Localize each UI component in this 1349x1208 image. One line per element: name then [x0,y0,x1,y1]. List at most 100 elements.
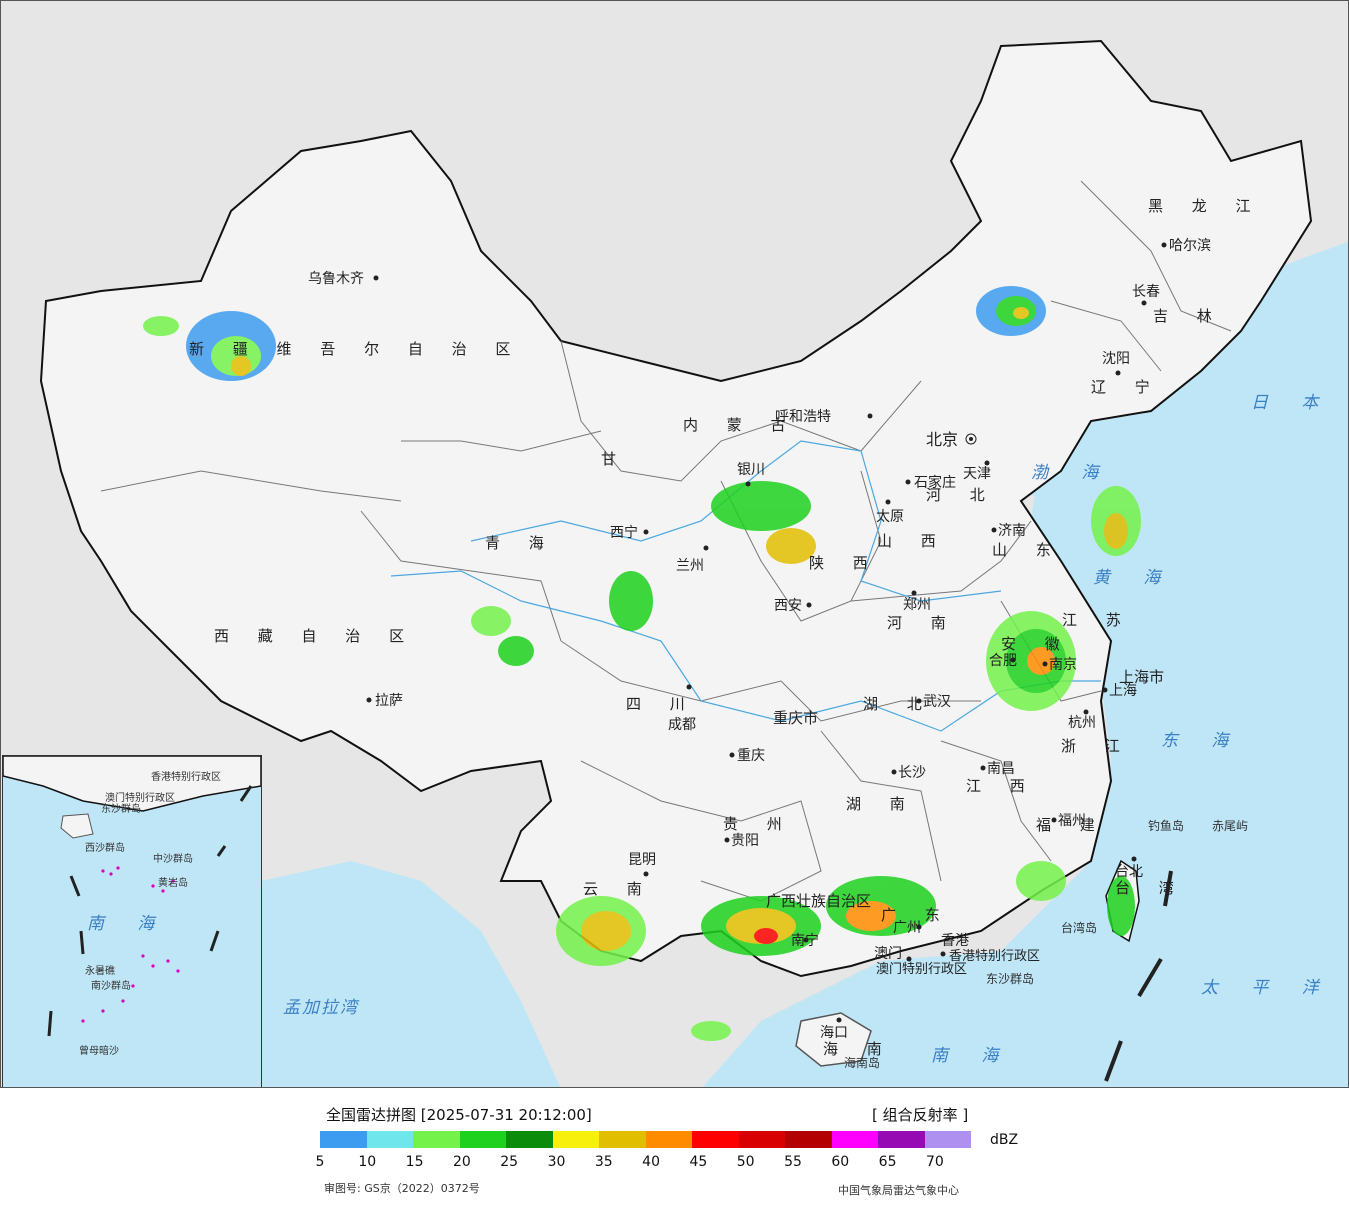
city-hohhot: 呼和浩特 [775,409,831,425]
label-chongqing: 重庆市 [773,709,818,727]
data-source: 中国气象局雷达气象中心 [838,1184,959,1197]
radar-map: 新 疆 维 吾 尔 自 治 区 西 藏 自 治 区 青 海 甘 内 蒙 古 黑 … [0,0,1349,1088]
label-sichuan: 四 川 [626,695,697,713]
legend-title: 全国雷达拼图 [2025-07-31 20:12:00] [326,1106,592,1124]
scale-swatch [506,1131,553,1148]
city-hefei: 合肥 [989,653,1017,669]
legend-panel: 全国雷达拼图 [2025-07-31 20:12:00] [ 组合反射率 ] d… [0,1088,1349,1208]
label-hebei: 河 北 [926,486,997,504]
city-labels: 乌鲁木齐 拉萨 西宁 兰州 银川 呼和浩特 北京 天津 石家庄 太原 济南 郑州… [308,238,1211,1041]
city-nanchang: 南昌 [987,761,1015,777]
city-changchun: 长春 [1132,284,1160,300]
scale-tick-label: 50 [736,1154,755,1170]
label-hainan: 海 南 [823,1040,894,1058]
label-fujian: 福 建 [1036,816,1107,834]
city-macau: 澳门 [874,946,902,962]
scale-swatch [320,1131,367,1148]
scale-tick-label: 70 [925,1154,944,1170]
scale-swatch [552,1131,599,1148]
city-shenyang: 沈阳 [1102,351,1130,367]
inset-map: 南 海 东沙群岛 中沙群岛 西沙群岛 南沙群岛 黄岩岛 永暑礁 曾母暗沙 香港特… [3,756,261,1057]
province-labels: 新 疆 维 吾 尔 自 治 区 西 藏 自 治 区 青 海 甘 内 蒙 古 黑 … [189,197,1263,1058]
island-dongsha: 东沙群岛 [986,971,1034,986]
scale-tick-label: 30 [547,1154,566,1170]
scale-swatch [924,1131,971,1148]
scale-tick-label: 40 [642,1154,660,1170]
city-yinchuan: 银川 [737,462,765,478]
color-scale [320,1131,971,1148]
label-shanxi: 山 西 [877,532,948,550]
pacific-sea [702,301,1348,1087]
sea-japan: 日 本 海 [1251,393,1349,413]
scale-tick-label: 35 [594,1154,613,1170]
inset-zhongsha: 中沙群岛 [153,852,193,865]
label-qinghai: 青 海 [485,534,556,552]
scale-tick-label: 60 [831,1154,850,1170]
scale-tick-label: 55 [784,1154,802,1170]
scale-swatch [878,1131,925,1148]
sea-huanghai: 黄 海 [1093,568,1174,588]
city-nanjing: 南京 [1049,657,1077,673]
city-tianjin: 天津 [963,466,991,482]
city-hangzhou: 杭州 [1068,715,1096,731]
city-jinan: 济南 [998,523,1026,539]
label-guangxi: 广西壮族自治区 [766,892,871,910]
city-xining: 西宁 [610,524,638,541]
scale-tick-label: 25 [500,1154,519,1170]
inset-huangyan: 黄岩岛 [158,876,188,889]
label-zhejiang: 浙 江 [1061,737,1132,755]
label-jiangsu: 江 苏 [1062,611,1133,629]
city-shijiazhuang: 石家庄 [914,474,956,491]
city-nanning: 南宁 [791,932,819,949]
city-urumqi: 乌鲁木齐 [308,271,364,287]
inset-nansha: 南沙群岛 [91,979,131,992]
inset-macau: 澳门特别行政区 [105,791,175,804]
city-taipei: 台北 [1115,864,1143,880]
scale-swatch [645,1131,692,1148]
inset-dongsha: 东沙群岛 [101,802,141,815]
island-chiwei: 赤尾屿 [1212,819,1248,833]
city-chengdu: 成都 [668,717,696,733]
island-hainan: 海南岛 [844,1055,880,1070]
island-taiwan: 台湾岛 [1061,920,1097,935]
label-anhui: 安 徽 [1001,635,1072,653]
label-neimenggu: 内 蒙 古 [683,416,798,434]
city-hongkong: 香港 [941,933,969,949]
bay-of-bengal [261,861,561,1087]
label-macau: 澳门特别行政区 [876,961,967,977]
inset-xisha: 西沙群岛 [85,841,125,854]
label-gansu: 甘 [601,450,628,468]
label-yunnan: 云 南 [583,880,654,898]
sea-bohai: 渤 海 [1031,463,1112,483]
scale-swatch [831,1131,878,1148]
label-heilongjiang: 黑 龙 江 [1148,197,1263,215]
province-boundaries [100,180,1232,902]
label-hunan: 湖 南 [846,795,917,813]
product-name: [ 组合反射率 ] [872,1106,969,1124]
label-hubei: 湖 北 [863,695,934,713]
city-shanghai: 上海 [1109,683,1137,699]
city-fuzhou: 福州 [1058,813,1086,829]
scale-swatch [738,1131,785,1148]
city-guangzhou: 广州 [893,920,921,936]
inset-sea-nanhai: 南 海 [87,914,168,934]
city-taiyuan: 太原 [876,509,904,525]
sea-bengal: 孟加拉湾 [283,998,360,1018]
city-lhasa: 拉萨 [375,693,403,709]
city-zhengzhou: 郑州 [903,597,931,613]
scale-swatch [785,1131,832,1148]
label-jilin: 吉 林 [1153,307,1224,325]
city-changsha: 长沙 [898,765,926,781]
scale-swatch [599,1131,646,1148]
label-xinjiang: 新 疆 维 吾 尔 自 治 区 [189,340,522,358]
city-lanzhou: 兰州 [676,558,704,574]
sea-donghai: 东 海 [1161,731,1242,751]
scale-swatch [366,1131,413,1148]
label-guangdong: 广 东 [881,906,952,924]
scale-tick-label: 5 [315,1154,325,1170]
inset-hongkong: 香港特别行政区 [151,770,221,783]
scale-tick-label: 45 [689,1154,708,1170]
label-xizang: 西 藏 自 治 区 [214,627,416,645]
label-shaanxi: 陕 西 [809,554,880,572]
city-beijing: 北京 [926,430,958,449]
